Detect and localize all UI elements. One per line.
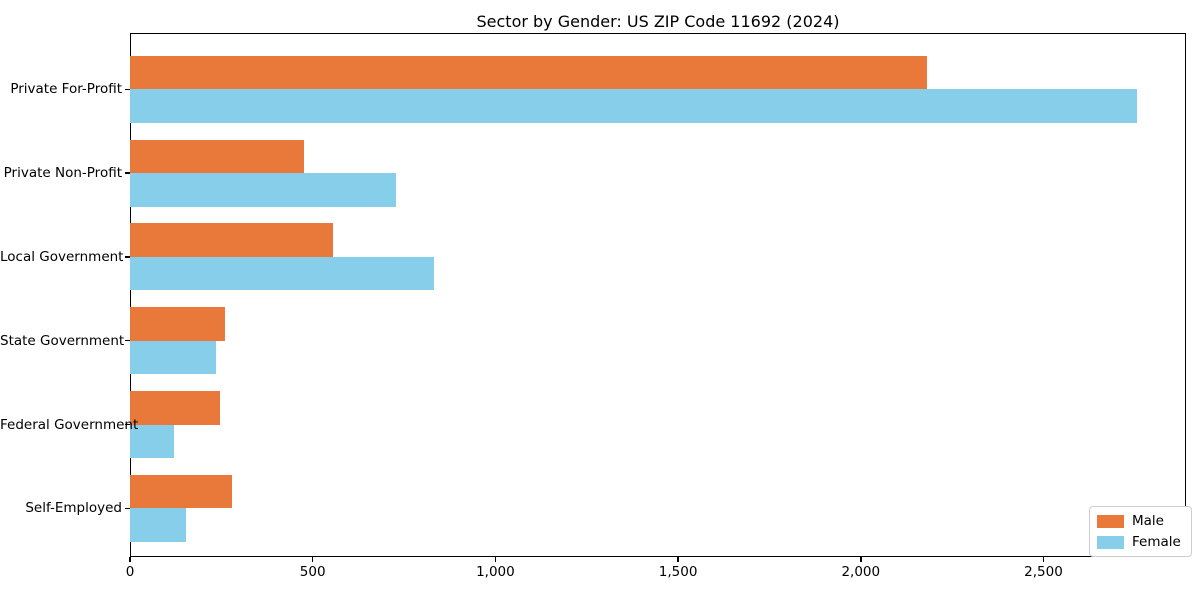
bar-male-federal-government: [130, 391, 221, 425]
y-tick-private-for-profit: [125, 88, 130, 91]
y-tick-label-state-government: State Government: [0, 332, 125, 349]
bar-female-private-non-profit: [130, 173, 396, 207]
y-tick-label-federal-government: Federal Government: [0, 416, 139, 433]
x-tick-500: [311, 557, 314, 562]
legend-label-male: Male: [1132, 513, 1164, 529]
bar-female-state-government: [130, 340, 217, 375]
x-tick-label-0: 0: [125, 564, 135, 580]
x-tick-2500: [1042, 557, 1045, 562]
legend: Male Female: [1089, 506, 1192, 557]
y-tick-state-government: [125, 339, 130, 342]
legend-swatch-female: [1097, 535, 1124, 549]
y-tick-self-employed: [125, 507, 130, 510]
y-tick-federal-government: [125, 423, 130, 426]
x-tick-1000: [494, 557, 497, 562]
y-tick-local-government: [125, 256, 130, 258]
y-tick-label-private-for-profit: Private For-Profit: [10, 81, 122, 98]
plot-area: [130, 33, 1186, 557]
bar-male-local-government: [130, 223, 334, 257]
bar-female-self-employed: [130, 508, 187, 542]
x-tick-0: [129, 557, 131, 562]
y-tick-label-private-non-profit: Private Non-Profit: [3, 165, 122, 182]
legend-entry-female: Female: [1097, 534, 1181, 550]
x-tick-1500: [677, 557, 679, 562]
x-tick-label-500: 500: [299, 564, 326, 580]
chart-title: Sector by Gender: US ZIP Code 11692 (202…: [476, 12, 840, 31]
y-tick-label-self-employed: Self-Employed: [25, 500, 122, 517]
x-tick-label-2500: 2,500: [1024, 564, 1063, 580]
x-tick-label-1000: 1,000: [476, 564, 515, 580]
bar-male-private-non-profit: [130, 139, 304, 174]
bar-male-state-government: [130, 307, 226, 341]
x-tick-label-2000: 2,000: [841, 564, 881, 580]
bar-male-self-employed: [130, 474, 232, 509]
bar-female-local-government: [130, 256, 434, 291]
bar-female-federal-government: [130, 424, 174, 458]
x-tick-label-1500: 1,500: [658, 564, 698, 580]
y-tick-private-non-profit: [125, 172, 130, 174]
bar-female-private-for-profit: [130, 89, 1137, 123]
legend-swatch-male: [1097, 514, 1124, 528]
legend-entry-male: Male: [1097, 513, 1181, 529]
bar-male-private-for-profit: [130, 55, 927, 90]
legend-label-female: Female: [1132, 534, 1181, 550]
y-tick-label-local-government: Local Government: [0, 248, 124, 265]
x-tick-2000: [860, 557, 862, 562]
